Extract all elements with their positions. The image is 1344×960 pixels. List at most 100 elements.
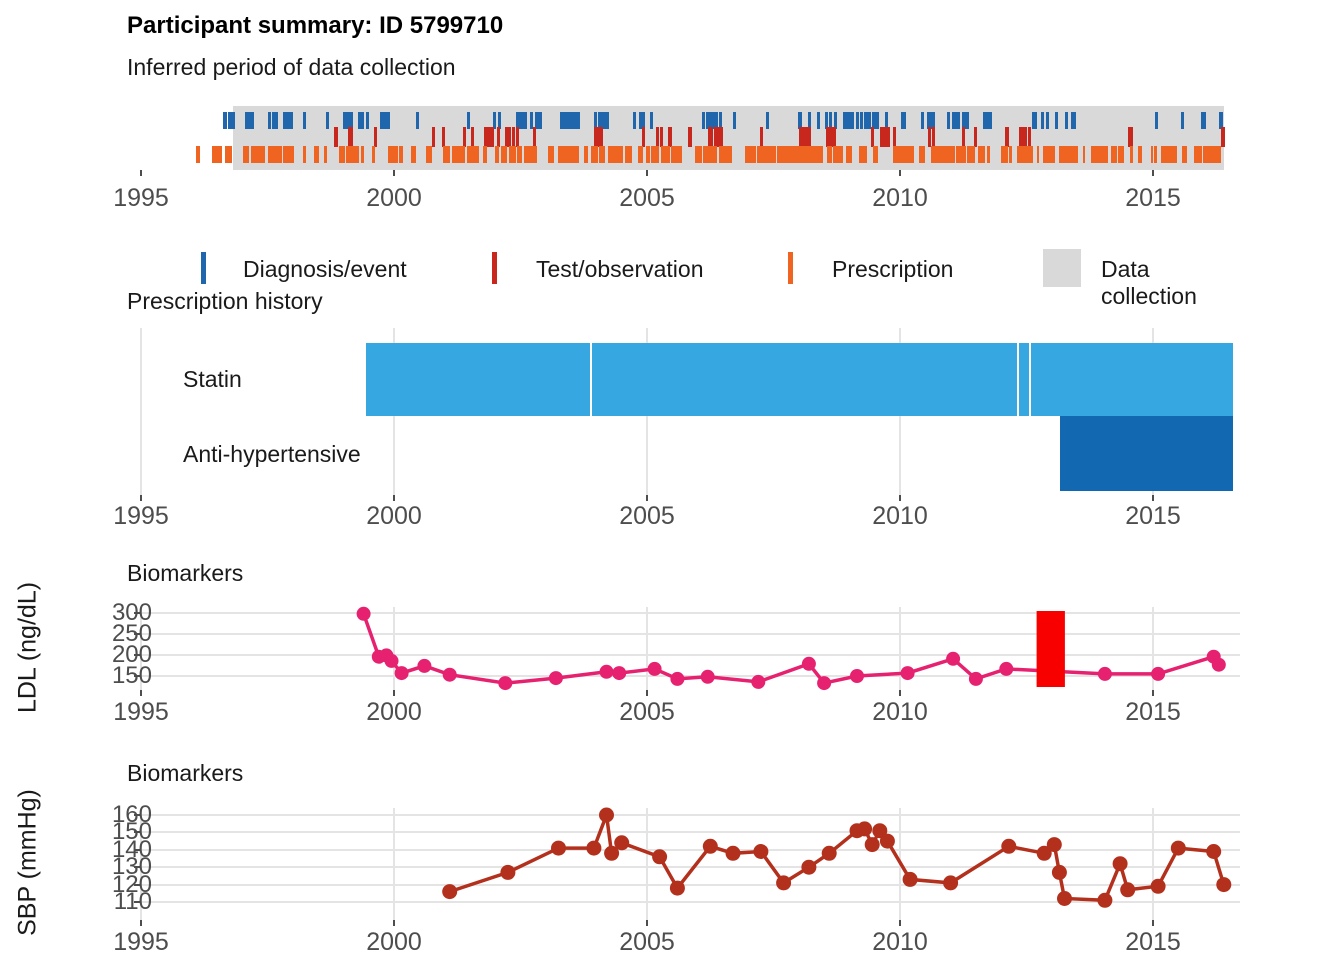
event-tick-test-observation bbox=[442, 127, 446, 147]
ldl-line bbox=[361, 613, 1221, 686]
x-tick-label: 2005 bbox=[619, 184, 675, 212]
x-axis-tick bbox=[393, 920, 395, 926]
ldl-point bbox=[670, 671, 685, 686]
event-tick-diagnosis-event bbox=[930, 112, 936, 129]
sbp-point bbox=[1001, 838, 1017, 854]
event-tick-diagnosis-event bbox=[283, 112, 293, 129]
event-tick-prescription bbox=[476, 146, 480, 163]
event-tick-prescription bbox=[814, 146, 822, 163]
legend-item-label: Prescription bbox=[832, 256, 954, 282]
event-tick-prescription bbox=[801, 146, 804, 163]
event-tick-prescription bbox=[195, 146, 200, 163]
event-tick-prescription bbox=[1120, 146, 1125, 163]
event-tick-prescription bbox=[442, 146, 448, 163]
sbp-point bbox=[753, 844, 769, 859]
x-axis-tick bbox=[140, 495, 142, 501]
y-tick-label: 130 bbox=[111, 853, 152, 881]
gridline bbox=[646, 808, 648, 920]
event-tick-test-observation bbox=[688, 127, 693, 147]
x-tick-label: 1995 bbox=[113, 184, 169, 212]
event-tick-prescription bbox=[571, 146, 578, 163]
event-tick-diagnosis-event bbox=[539, 112, 543, 129]
event-tick-prescription bbox=[1036, 146, 1040, 163]
x-tick-label: 2000 bbox=[366, 698, 422, 726]
event-tick-prescription bbox=[1074, 146, 1078, 163]
event-tick-prescription bbox=[613, 146, 621, 163]
event-tick-diagnosis-event bbox=[594, 112, 598, 129]
event-tick-test-observation bbox=[931, 127, 935, 147]
event-tick-prescription bbox=[625, 146, 632, 163]
gridline bbox=[141, 848, 1240, 851]
event-tick-prescription bbox=[765, 146, 771, 163]
gridline bbox=[899, 808, 901, 920]
gridline bbox=[141, 831, 1240, 834]
event-tick-prescription bbox=[1058, 146, 1063, 163]
event-tick-diagnosis-event bbox=[1073, 112, 1077, 129]
event-tick-diagnosis-event bbox=[1201, 112, 1207, 129]
ldl-point bbox=[900, 666, 915, 681]
event-tick-prescription bbox=[724, 146, 727, 163]
event-tick-prescription bbox=[803, 146, 811, 163]
y-tick-label: 160 bbox=[111, 801, 152, 828]
y-tick-label: 150 bbox=[111, 818, 152, 846]
x-tick-label: 2015 bbox=[1125, 502, 1181, 530]
gridline bbox=[1152, 808, 1154, 920]
x-tick-label: 2010 bbox=[872, 928, 928, 956]
event-tick-diagnosis-event bbox=[267, 112, 271, 129]
event-tick-prescription bbox=[758, 146, 764, 163]
event-tick-diagnosis-event bbox=[365, 112, 369, 129]
x-axis-tick bbox=[899, 495, 901, 501]
event-tick-diagnosis-event bbox=[709, 112, 719, 129]
event-tick-diagnosis-event bbox=[817, 112, 821, 129]
x-axis-tick bbox=[646, 170, 648, 176]
event-tick-prescription bbox=[1203, 146, 1207, 163]
event-tick-prescription bbox=[470, 146, 474, 163]
event-tick-diagnosis-event bbox=[765, 112, 769, 129]
event-tick-prescription bbox=[951, 146, 955, 163]
event-tick-test-observation bbox=[882, 127, 888, 147]
y-tick-label: 200 bbox=[111, 641, 152, 668]
event-tick-diagnosis-event bbox=[846, 112, 855, 129]
event-tick-prescription bbox=[558, 146, 565, 163]
event-tick-prescription bbox=[324, 146, 327, 163]
event-tick-prescription bbox=[347, 146, 352, 163]
event-tick-prescription bbox=[598, 146, 606, 163]
sbp-point bbox=[857, 821, 873, 837]
event-tick-test-observation bbox=[333, 127, 338, 147]
legend-key-square bbox=[1043, 249, 1081, 287]
event-tick-diagnosis-event bbox=[860, 112, 863, 129]
event-tick-prescription bbox=[931, 146, 938, 163]
event-tick-prescription bbox=[564, 146, 572, 163]
event-tick-prescription bbox=[466, 146, 472, 163]
y-axis-tick bbox=[134, 612, 141, 614]
event-tick-prescription bbox=[530, 146, 534, 163]
event-tick-prescription bbox=[612, 146, 616, 163]
event-tick-prescription bbox=[592, 146, 599, 163]
event-tick-prescription bbox=[745, 146, 751, 163]
event-tick-diagnosis-event bbox=[649, 112, 653, 129]
event-tick-prescription bbox=[1095, 146, 1102, 163]
event-tick-diagnosis-event bbox=[1181, 112, 1185, 129]
event-tick-prescription bbox=[1001, 146, 1008, 163]
x-tick-label: 1995 bbox=[113, 502, 169, 530]
statin-bar-segment bbox=[1018, 343, 1029, 416]
event-tick-prescription bbox=[1008, 146, 1012, 163]
sbp-chart-title: Biomarkers bbox=[127, 760, 244, 786]
event-tick-diagnosis-event bbox=[1155, 112, 1159, 129]
event-tick-prescription bbox=[872, 146, 879, 163]
ldl-point bbox=[801, 656, 816, 671]
event-tick-diagnosis-event bbox=[572, 112, 581, 129]
event-tick-prescription bbox=[1068, 146, 1074, 163]
event-tick-diagnosis-event bbox=[302, 112, 306, 129]
event-tick-prescription bbox=[225, 146, 233, 163]
event-tick-diagnosis-event bbox=[245, 112, 255, 129]
event-tick-diagnosis-event bbox=[523, 112, 527, 129]
event-tick-test-observation bbox=[511, 127, 515, 147]
event-tick-prescription bbox=[703, 146, 707, 163]
gridline bbox=[646, 607, 648, 690]
event-tick-test-observation bbox=[516, 127, 520, 147]
event-tick-test-observation bbox=[759, 127, 763, 147]
event-tick-prescription bbox=[531, 146, 537, 163]
event-tick-prescription bbox=[1138, 146, 1142, 163]
event-tick-diagnosis-event bbox=[828, 112, 832, 129]
